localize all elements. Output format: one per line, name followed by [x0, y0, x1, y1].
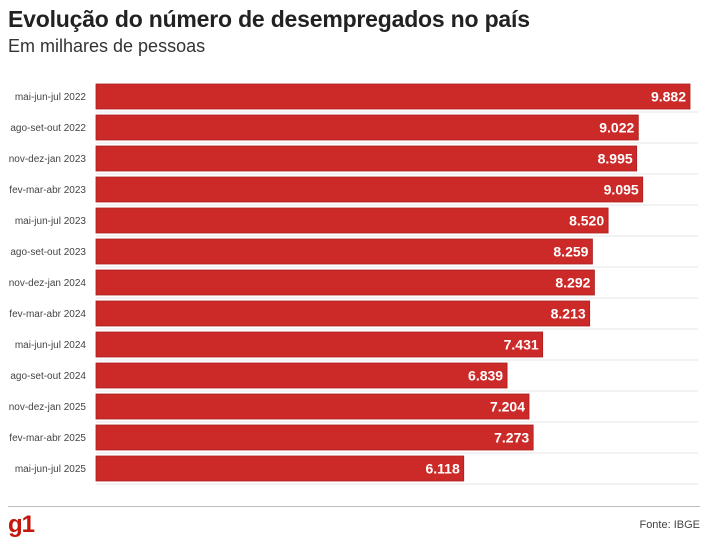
- bar-value-label: 7.431: [504, 337, 539, 353]
- bar-value-label: 8.995: [598, 151, 633, 167]
- bar: [95, 114, 639, 141]
- bar-value-label: 9.882: [651, 89, 686, 105]
- category-label: nov-dez-jan 2023: [9, 154, 87, 165]
- category-label: ago-set-out 2022: [10, 123, 86, 134]
- bar: [95, 238, 593, 265]
- bar-value-label: 8.292: [555, 275, 590, 291]
- bar: [95, 176, 644, 203]
- chart-title: Evolução do número de desempregados no p…: [8, 6, 530, 32]
- source-note: Fonte: IBGE: [639, 519, 700, 531]
- bar: [95, 83, 691, 110]
- bar-value-label: 8.520: [569, 213, 604, 229]
- bar-value-label: 7.204: [490, 399, 525, 415]
- category-label: fev-mar-abr 2023: [9, 185, 86, 196]
- g1-logo: g1: [8, 511, 35, 538]
- gridlines: [96, 111, 698, 485]
- category-label: nov-dez-jan 2024: [9, 278, 87, 289]
- bar: [95, 455, 465, 482]
- bar: [95, 207, 609, 234]
- bar: [95, 145, 638, 172]
- category-label: mai-jun-jul 2023: [15, 216, 87, 227]
- bar: [95, 269, 595, 296]
- category-label: mai-jun-jul 2025: [15, 464, 87, 475]
- bar-value-label: 6.118: [425, 461, 459, 477]
- category-label: fev-mar-abr 2025: [9, 433, 86, 444]
- footer-divider: [8, 506, 700, 507]
- bar-value-label: 8.259: [553, 244, 588, 260]
- bar: [95, 424, 534, 451]
- category-labels: mai-jun-jul 2022 ago-set-out 2022 nov-dez-…: [9, 92, 87, 475]
- bar-value-label: 9.022: [599, 120, 634, 136]
- category-label: mai-jun-jul 2024: [15, 340, 87, 351]
- bar-value-label: 7.273: [494, 430, 529, 446]
- bar: [95, 393, 530, 420]
- bar-value-label: 9.095: [604, 182, 639, 198]
- chart-subtitle: Em milhares de pessoas: [8, 36, 206, 56]
- category-label: nov-dez-jan 2025: [9, 402, 87, 413]
- category-label: fev-mar-abr 2024: [9, 309, 86, 320]
- category-label: ago-set-out 2024: [10, 371, 86, 382]
- category-label: mai-jun-jul 2022: [15, 92, 87, 103]
- bar: [95, 331, 544, 358]
- category-label: ago-set-out 2023: [10, 247, 86, 258]
- bar-value-label: 8.213: [551, 306, 586, 322]
- bar: [95, 300, 591, 327]
- bar-value-label: 6.839: [468, 368, 503, 384]
- bar: [95, 362, 508, 389]
